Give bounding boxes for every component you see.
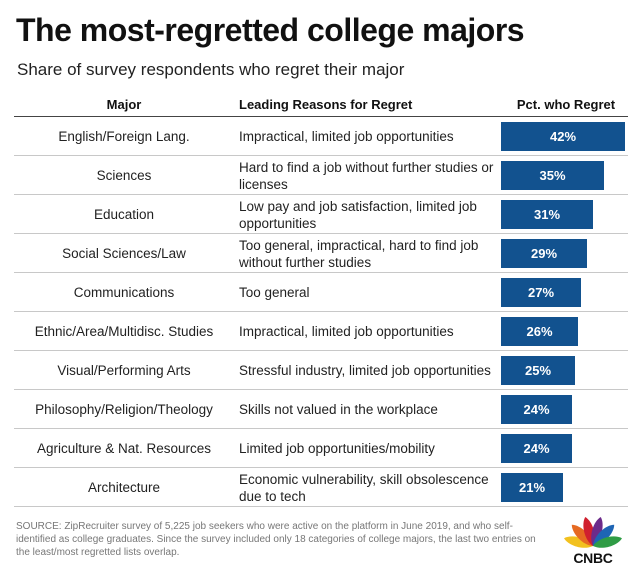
feather-orange — [571, 524, 593, 546]
bar: 27% — [501, 278, 581, 307]
major-label: Agriculture & Nat. Resources — [36, 441, 212, 456]
bar: 25% — [501, 356, 575, 385]
major-label: Ethnic/Area/Multidisc. Studies — [34, 324, 214, 339]
feather-purple — [591, 517, 603, 546]
reason-text: Too general, impractical, hard to find j… — [239, 237, 479, 270]
bar: 42% — [501, 122, 625, 151]
reason-text: Impractical, limited job opportunities — [239, 129, 454, 144]
bar-track: 24% — [501, 434, 631, 463]
reason-text: Economic vulnerability, skill obsolescen… — [239, 471, 489, 504]
major-label: Social Sciences/Law — [62, 246, 186, 261]
major-label: Sciences — [96, 168, 152, 183]
header-major: Major — [106, 97, 142, 112]
table-header: Major Leading Reasons for Regret Pct. wh… — [14, 95, 628, 117]
table-row: Education Low pay and job satisfaction, … — [14, 195, 628, 234]
major-label: Philosophy/Religion/Theology — [35, 402, 213, 417]
table-row: English/Foreign Lang. Impractical, limit… — [14, 117, 628, 156]
table-row: Communications Too general 27% — [14, 273, 628, 312]
chart-subtitle: Share of survey respondents who regret t… — [17, 60, 405, 79]
bar-track: 25% — [501, 356, 631, 385]
major-label: Education — [93, 207, 155, 222]
bar: 31% — [501, 200, 593, 229]
bar: 29% — [501, 239, 587, 268]
bar-track: 42% — [501, 122, 631, 151]
peacock-icon — [564, 517, 622, 548]
table-row: Social Sciences/Law Too general, impract… — [14, 234, 628, 273]
bar-value-label: 35% — [539, 168, 566, 183]
bar-track: 21% — [501, 473, 631, 502]
chart-title: The most-regretted college majors — [16, 12, 525, 48]
feather-yellow — [564, 536, 593, 548]
major-label: Visual/Performing Arts — [57, 363, 191, 378]
header-reason: Leading Reasons for Regret — [239, 97, 413, 112]
bar: 26% — [501, 317, 578, 346]
bar-value-label: 21% — [518, 480, 546, 495]
bar: 35% — [501, 161, 604, 190]
bar-value-label: 42% — [549, 129, 577, 144]
reason-text: Impractical, limited job opportunities — [239, 324, 454, 339]
bar: 24% — [501, 434, 572, 463]
major-label: Communications — [73, 285, 175, 300]
bar-track: 24% — [501, 395, 631, 424]
bar-track: 27% — [501, 278, 631, 307]
reason-text: Skills not valued in the workplace — [239, 402, 438, 417]
bar-value-label: 29% — [530, 246, 558, 261]
reason-text: Hard to find a job without further studi… — [239, 159, 494, 192]
reason-text: Low pay and job satisfaction, limited jo… — [239, 198, 477, 231]
table-row: Sciences Hard to find a job without furt… — [14, 156, 628, 195]
reason-text: Limited job opportunities/mobility — [239, 441, 435, 456]
bar: 21% — [501, 473, 563, 502]
table-row: Philosophy/Religion/Theology Skills not … — [14, 390, 628, 429]
header-pct: Pct. who Regret — [516, 97, 616, 112]
bar-value-label: 31% — [533, 207, 561, 222]
reason-text: Stressful industry, limited job opportun… — [239, 363, 491, 378]
feather-blue — [593, 524, 615, 546]
bar-value-label: 24% — [523, 441, 550, 456]
table-row: Visual/Performing Arts Stressful industr… — [14, 351, 628, 390]
table-row: Architecture Economic vulnerability, ski… — [14, 468, 628, 507]
major-label: English/Foreign Lang. — [58, 129, 190, 144]
table-row: Agriculture & Nat. Resources Limited job… — [14, 429, 628, 468]
source-note: SOURCE: ZipRecruiter survey of 5,225 job… — [16, 521, 536, 558]
bar-value-label: 27% — [527, 285, 555, 300]
bar-value-label: 24% — [523, 402, 550, 417]
logo-text: CNBC — [573, 550, 613, 566]
reason-text: Too general — [239, 285, 310, 300]
cnbc-logo: CNBC — [560, 512, 626, 566]
bar-value-label: 25% — [524, 363, 552, 378]
feather-green — [593, 536, 622, 548]
major-label: Architecture — [87, 480, 161, 495]
bar: 24% — [501, 395, 572, 424]
bar-track: 26% — [501, 317, 631, 346]
bar-track: 31% — [501, 200, 631, 229]
table-row: Ethnic/Area/Multidisc. Studies Impractic… — [14, 312, 628, 351]
bar-track: 29% — [501, 239, 631, 268]
bar-track: 35% — [501, 161, 631, 190]
regret-table: Major Leading Reasons for Regret Pct. wh… — [14, 95, 628, 507]
bar-value-label: 26% — [526, 324, 553, 339]
